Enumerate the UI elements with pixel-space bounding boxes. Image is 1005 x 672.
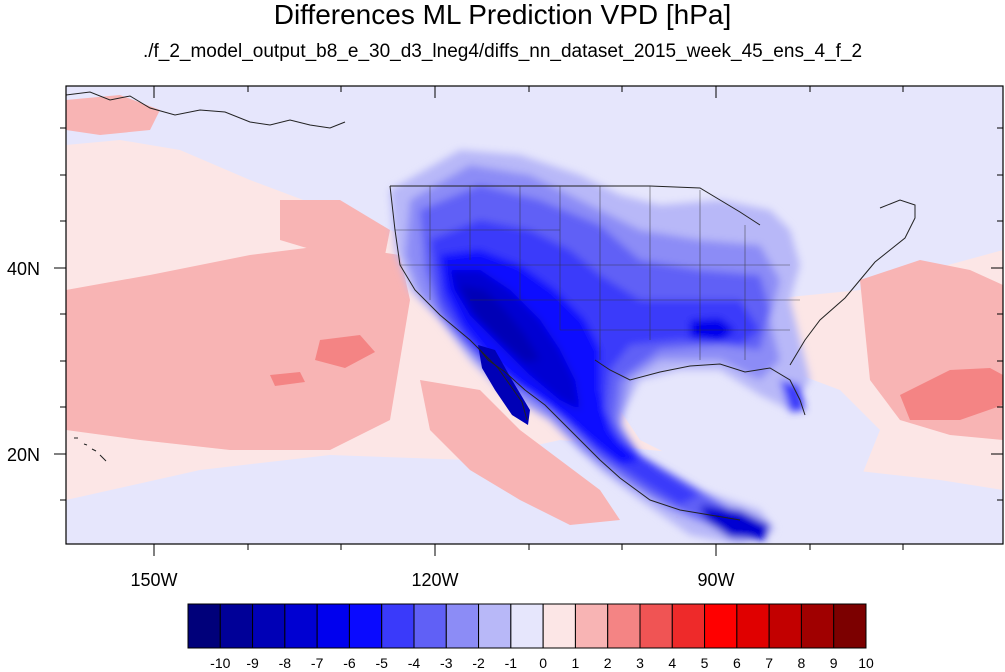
- colorbar-swatch: [252, 603, 286, 649]
- colorbar: [187, 603, 867, 649]
- colorbar-swatch: [284, 603, 318, 649]
- map-subtitle: ./f_2_model_output_b8_e_30_d3_lneg4/diff…: [142, 41, 863, 62]
- colorbar-tick-label: -1: [504, 655, 518, 671]
- colorbar-tick-label: -6: [343, 655, 356, 671]
- colorbar-tick-label: -5: [375, 655, 388, 671]
- colorbar-tick-label: 2: [603, 655, 612, 671]
- lon-tick-label: 150W: [130, 570, 178, 590]
- colorbar-tick-label: -2: [472, 655, 485, 671]
- colorbar-swatch: [510, 603, 544, 649]
- colorbar-swatch: [316, 603, 350, 649]
- colorbar-tick-label: 10: [858, 655, 874, 671]
- colorbar-swatch: [445, 603, 480, 649]
- colorbar-swatch: [381, 603, 415, 649]
- colorbar-tick-label: 7: [765, 655, 774, 671]
- colorbar-tick-label: 0: [539, 655, 548, 671]
- colorbar-tick-label: 8: [797, 655, 806, 671]
- lon-tick-label: 120W: [411, 570, 459, 590]
- map-frame: [65, 85, 1004, 545]
- colorbar-swatch: [704, 603, 738, 649]
- colorbar-swatch: [607, 603, 641, 649]
- colorbar-swatch: [478, 603, 512, 649]
- axis-ticks: [54, 86, 1003, 556]
- colorbar-swatch: [187, 603, 221, 649]
- colorbar-tick-label: -3: [440, 655, 453, 671]
- colorbar-swatch: [768, 603, 802, 649]
- colorbar-tick-label: 9: [829, 655, 838, 671]
- colorbar-swatch: [800, 603, 835, 649]
- colorbar-swatch: [219, 603, 254, 649]
- colorbar-tick-label: -4: [407, 655, 421, 671]
- lat-tick-label: 40N: [6, 259, 40, 279]
- colorbar-tick-label: -10: [210, 655, 231, 671]
- colorbar-swatch: [574, 603, 609, 649]
- colorbar-swatch: [348, 603, 383, 649]
- colorbar-tick-label: 3: [636, 655, 644, 671]
- colorbar-swatch: [639, 603, 673, 649]
- colorbar-swatch: [833, 603, 867, 649]
- colorbar-swatch: [736, 603, 770, 649]
- lat-tick-label: 20N: [6, 445, 40, 465]
- colorbar-swatch: [413, 603, 447, 649]
- colorbar-tick-label: -9: [246, 655, 259, 671]
- colorbar-tick-label: 1: [571, 655, 580, 671]
- colorbar-tick-label: -8: [278, 655, 292, 671]
- colorbar-swatch: [542, 603, 576, 649]
- difference-field: [66, 86, 1003, 544]
- colorbar-tick-label: 6: [732, 655, 741, 671]
- colorbar-tick-label: 4: [668, 655, 677, 671]
- map-title: Differences ML Prediction VPD [hPa]: [273, 0, 732, 30]
- colorbar-swatch: [671, 603, 706, 649]
- lon-tick-label: 90W: [697, 570, 735, 590]
- colorbar-tick-label: 5: [700, 655, 709, 671]
- colorbar-tick-label: -7: [310, 655, 324, 671]
